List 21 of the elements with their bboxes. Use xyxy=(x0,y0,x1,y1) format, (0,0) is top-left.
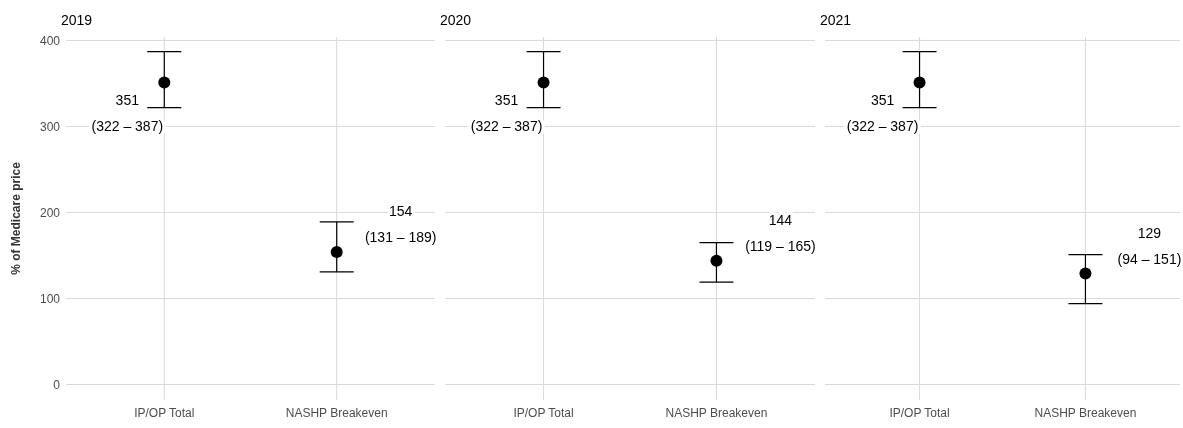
data-label: 351 (322 – 387) xyxy=(846,91,919,134)
data-label: 351 (322 – 387) xyxy=(91,91,164,134)
y-tick-label: 0 xyxy=(53,377,61,392)
chart-title: 2019 xyxy=(61,12,93,28)
data-label: 154 (131 – 189) xyxy=(364,203,437,246)
x-tick-label: IP/OP Total xyxy=(889,406,950,420)
y-tick-label: 200 xyxy=(39,205,61,220)
x-tick-label: IP/OP Total xyxy=(513,406,574,420)
x-tick-label: IP/OP Total xyxy=(134,406,195,420)
y-tick-label: 400 xyxy=(39,33,61,48)
x-tick-label: NASHP Breakeven xyxy=(1034,406,1137,420)
y-tick-label: 300 xyxy=(39,119,61,134)
x-tick-label: NASHP Breakeven xyxy=(665,406,768,420)
y-tick-label: 100 xyxy=(39,291,61,306)
x-tick-label: NASHP Breakeven xyxy=(285,406,388,420)
chart-title: 2021 xyxy=(820,12,852,28)
chart-title: 2020 xyxy=(440,12,472,28)
data-label: 351 (322 – 387) xyxy=(470,91,543,134)
data-label: 144 (119 – 165) xyxy=(745,211,816,254)
data-label: 129 (94 – 151) xyxy=(1117,224,1182,267)
y-axis-title: % of Medicare price xyxy=(9,161,23,275)
